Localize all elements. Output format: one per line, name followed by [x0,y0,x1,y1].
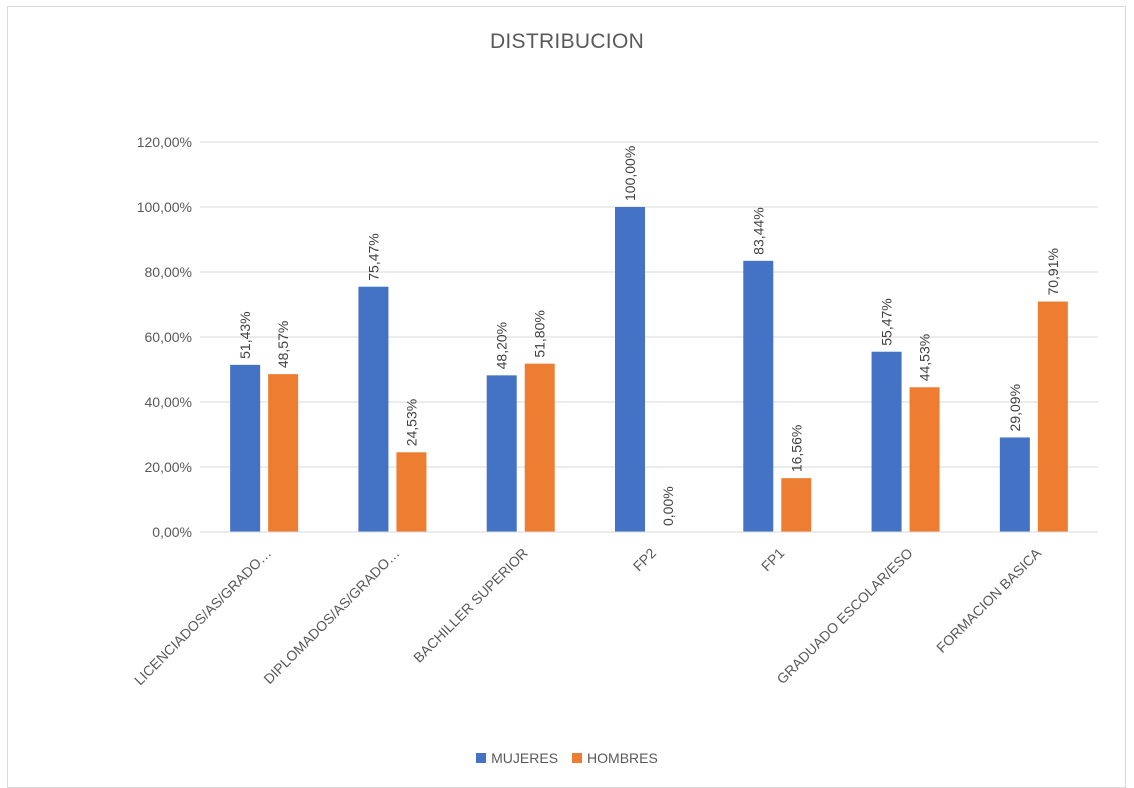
bar-mujeres [871,351,902,532]
bar-hombres [268,374,299,532]
bar-hombres [396,452,427,532]
bar-hombres [909,387,940,532]
data-label: 48,20% [494,322,510,369]
x-tick-label: BACHILLER SUPERIOR [410,545,531,666]
bar-mujeres [486,375,517,532]
y-tick-label: 80,00% [145,264,192,280]
x-tick-label: FP1 [758,545,788,575]
x-tick-label: FORMACION BASICA [933,544,1044,655]
y-tick-label: 120,00% [137,134,192,150]
data-label: 83,44% [750,207,766,254]
bar-hombres [781,478,812,532]
bar-mujeres [358,286,389,532]
bar-hombres [524,363,555,532]
data-label: 100,00% [622,146,638,201]
bar-mujeres [615,207,645,532]
x-tick-label: DIPLOMADOS/AS/GRADO… [260,545,402,687]
x-tick-label: LICENCIADOS/AS/GRADO… [131,545,274,688]
data-label: 16,56% [788,425,804,472]
data-label: 51,80% [532,310,548,357]
legend-label: HOMBRES [587,750,658,766]
data-label: 48,57% [275,321,291,368]
data-label: 51,43% [237,311,253,358]
data-label: 24,53% [403,399,419,446]
y-tick-label: 60,00% [145,329,192,345]
y-tick-label: 40,00% [145,394,192,410]
chart-legend: MUJERES HOMBRES [0,750,1134,766]
data-label: 70,91% [1045,248,1061,295]
data-label: 29,09% [1007,384,1023,431]
x-tick-label: FP2 [630,545,660,575]
data-label: 0,00% [660,486,676,526]
legend-label: MUJERES [491,750,559,766]
y-tick-label: 100,00% [137,199,192,215]
legend-swatch [476,753,487,763]
bar-mujeres [230,364,261,532]
y-tick-label: 0,00% [152,524,192,540]
bar-mujeres [999,437,1030,532]
y-tick-label: 20,00% [145,459,192,475]
data-label: 55,47% [879,298,895,345]
legend-item-mujeres: MUJERES [476,750,558,766]
legend-item-hombres: HOMBRES [572,750,658,766]
legend-swatch [572,753,583,763]
bar-hombres [1037,301,1068,532]
bar-mujeres [743,260,774,532]
data-label: 75,47% [365,233,381,280]
data-label: 44,53% [917,334,933,381]
chart-title: DISTRIBUCION [489,30,645,53]
x-tick-label: GRADUADO ESCOLAR/ESO [773,545,915,687]
